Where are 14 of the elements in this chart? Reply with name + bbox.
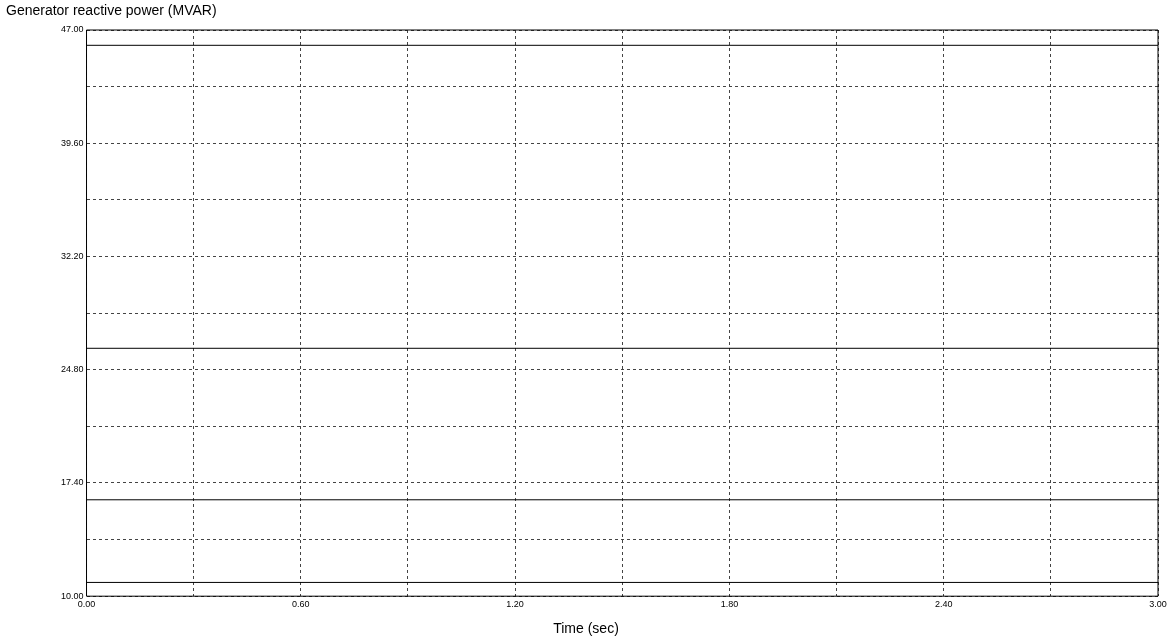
y-tick-label: 32.20 [60, 250, 84, 261]
y-tick-label: 47.00 [60, 24, 84, 35]
y-tick-label: 24.80 [60, 364, 84, 375]
y-tick-label: 17.40 [60, 477, 84, 488]
x-tick-label: 0.00 [77, 599, 96, 610]
x-tick-label: 3.00 [1149, 599, 1167, 610]
x-axis-title: Time (sec) [552, 620, 620, 636]
x-tick-label: 1.20 [506, 599, 524, 610]
y-tick-label: 39.60 [60, 137, 84, 148]
y-axis-title: Generator reactive power (MVAR) [6, 2, 217, 18]
x-tick-label: 2.40 [934, 599, 953, 610]
x-tick-label: 1.80 [720, 599, 739, 610]
x-tick-label: 0.60 [292, 599, 310, 610]
y-tick-label: 10.00 [60, 590, 84, 601]
